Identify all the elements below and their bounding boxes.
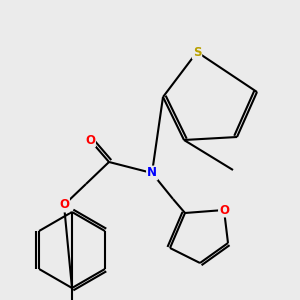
Text: O: O [59,199,69,212]
Text: N: N [147,167,157,179]
Text: O: O [219,203,229,217]
Text: S: S [193,46,201,59]
Text: O: O [85,134,95,146]
